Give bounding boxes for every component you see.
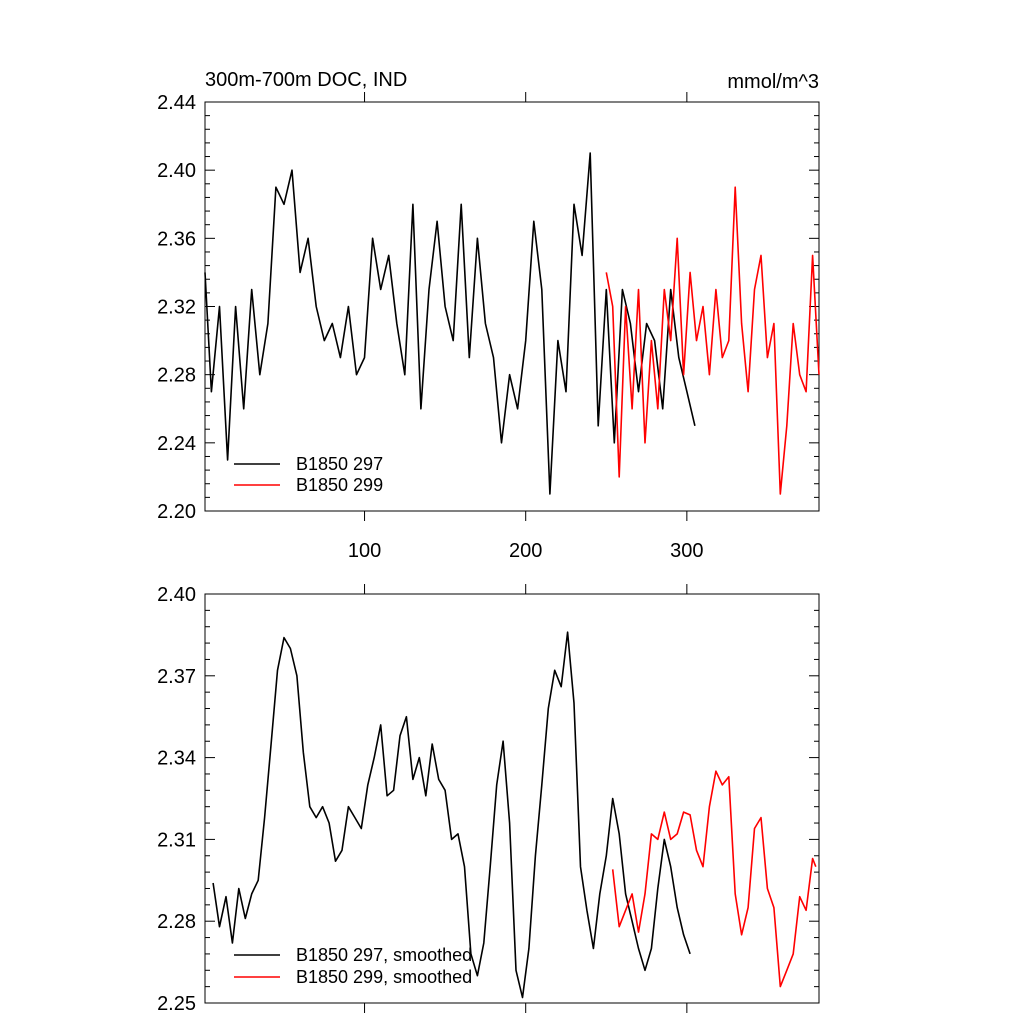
y-tick-label: 2.40 (157, 160, 196, 182)
top-panel: 2.20 2.24 2.28 2.32 2.36 2.40 2.44 100 200 300 300… (157, 69, 820, 562)
y-tick-label: 2.37 (157, 666, 196, 688)
y-tick-label: 2.20 (157, 501, 196, 523)
x-tick-label: 200 (509, 540, 542, 562)
legend-label: B1850 297 (296, 454, 383, 474)
series-line-b1850-299 (605, 186, 820, 495)
y-tick-label: 2.25 (157, 993, 196, 1015)
series-line-b1850-297 (204, 152, 696, 495)
legend-label: B1850 299 (296, 475, 383, 495)
y-tick-label: 2.24 (157, 433, 196, 455)
chart-title: 300m-700m DOC, IND (205, 69, 407, 91)
x-tick-label: 300 (670, 540, 703, 562)
legend-label: B1850 297, smoothed (296, 945, 472, 965)
y-tick-label: 2.28 (157, 365, 196, 387)
plot-frame (204, 101, 820, 512)
y-tick-label: 2.31 (157, 829, 196, 851)
legend-label: B1850 299, smoothed (296, 967, 472, 987)
y-tick-label: 2.34 (157, 748, 196, 770)
series-line-b1850-297 (212, 631, 691, 999)
y-tick-label: 2.40 (157, 584, 196, 606)
units-label: mmol/m^3 (727, 71, 819, 93)
series-line-b1850-299 (611, 770, 817, 988)
y-tick-label: 2.32 (157, 297, 196, 319)
bottom-panel: 2.25 2.28 2.31 2.34 2.37 2.40 B1850 297, smoot… (157, 584, 820, 1015)
y-tick-label: 2.44 (157, 92, 196, 114)
y-tick-label: 2.36 (157, 228, 196, 250)
x-tick-label: 100 (348, 540, 381, 562)
y-tick-label: 2.28 (157, 911, 196, 933)
plot-frame (204, 593, 820, 1004)
